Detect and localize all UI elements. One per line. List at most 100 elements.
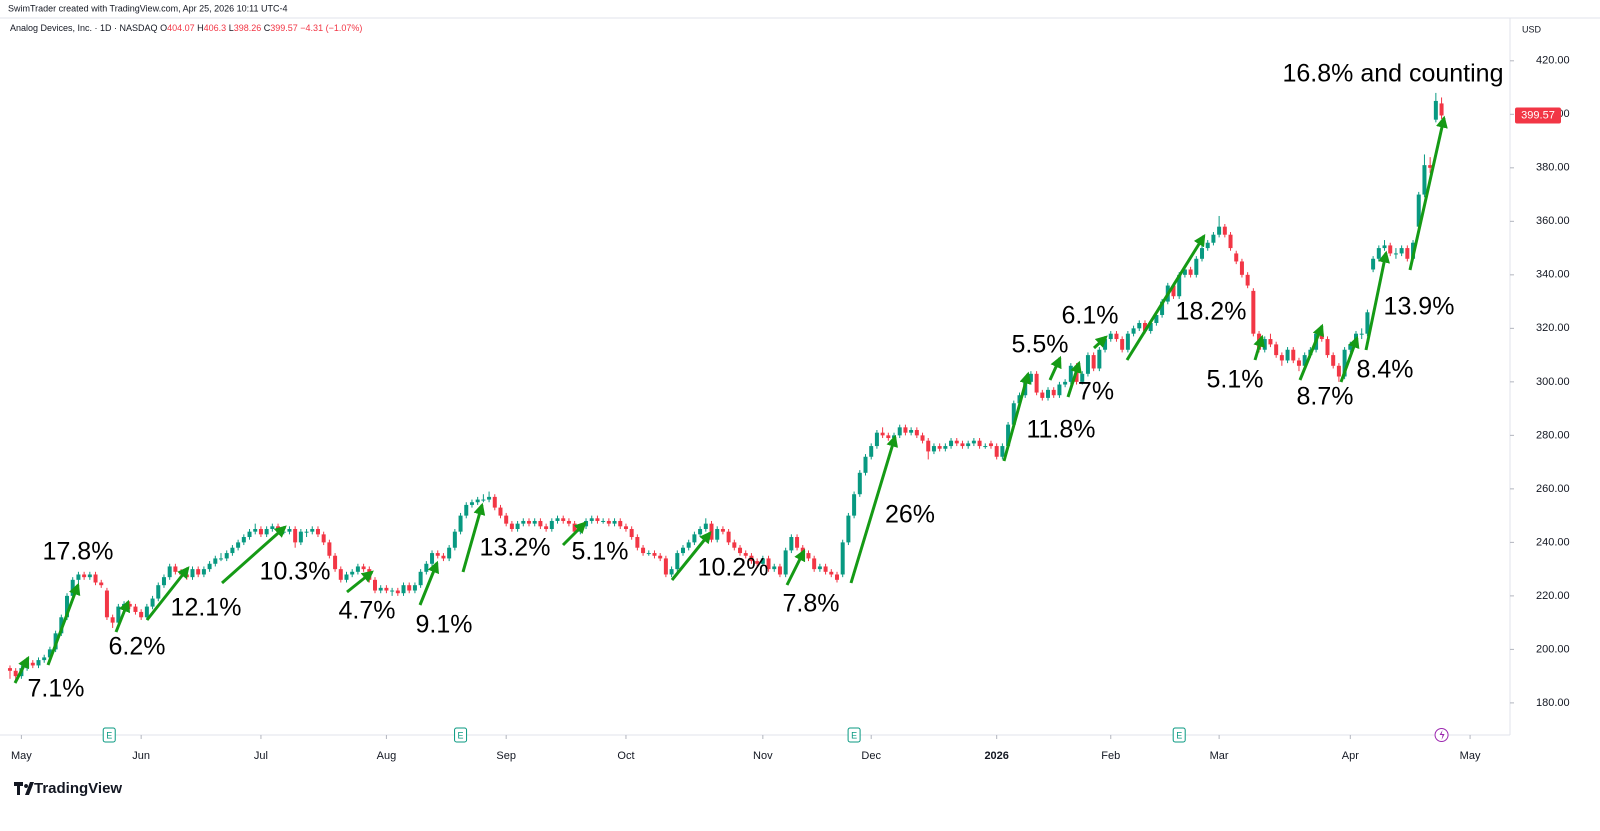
- candle-body: [686, 542, 691, 548]
- legend-item: 406.3: [204, 23, 227, 33]
- candle-body: [93, 574, 98, 583]
- move-arrow: [461, 502, 486, 573]
- move-label: 7.1%: [28, 675, 85, 703]
- candle-body: [555, 518, 560, 521]
- candle-body: [623, 526, 628, 529]
- candle-body: [1382, 245, 1387, 249]
- candle-body: [857, 472, 862, 495]
- candle-body: [777, 566, 782, 575]
- candle-body: [795, 537, 800, 548]
- candle-body: [1279, 355, 1284, 361]
- candle-body: [1302, 355, 1307, 366]
- candle-body: [749, 555, 754, 562]
- candle-body: [977, 440, 982, 447]
- candles: [7, 92, 1444, 682]
- candle-body: [834, 574, 839, 580]
- candle-body: [846, 515, 851, 543]
- candle-body: [1051, 389, 1056, 396]
- legend-item: C: [264, 23, 271, 33]
- candle-body: [817, 566, 822, 570]
- move-arrow: [849, 434, 898, 584]
- candle-body: [464, 504, 469, 516]
- legend-item: O: [160, 23, 167, 33]
- candle-body: [1028, 373, 1033, 382]
- candle-body: [669, 569, 674, 575]
- candle-body: [732, 542, 737, 548]
- candle-body: [658, 555, 663, 559]
- candle-body: [1188, 269, 1193, 275]
- candle-body: [595, 518, 600, 521]
- candle-body: [829, 571, 834, 575]
- move-label: 12.1%: [171, 594, 242, 622]
- logo-mark: [14, 782, 34, 795]
- candle-body: [139, 611, 144, 618]
- candle-body: [1422, 165, 1427, 195]
- x-tick-label: Dec: [861, 750, 881, 762]
- move-label: 13.9%: [1384, 293, 1455, 321]
- candle-body: [1131, 328, 1136, 334]
- candle-body: [920, 435, 925, 441]
- candle-body: [390, 590, 395, 592]
- candle-body: [971, 440, 976, 444]
- candle-body: [538, 520, 543, 527]
- candle-body: [344, 574, 349, 580]
- candle-body: [509, 523, 514, 529]
- candle-body: [384, 587, 389, 591]
- candle-body: [378, 587, 383, 591]
- x-tick-label: 2026: [984, 750, 1008, 762]
- move-label: 8.4%: [1357, 356, 1414, 384]
- move-arrow: [221, 525, 287, 585]
- candle-body: [1251, 290, 1256, 334]
- candle-body: [230, 547, 235, 554]
- candle-body: [241, 537, 246, 543]
- candle-body: [310, 528, 315, 532]
- candle-body: [7, 668, 12, 671]
- candle-body: [629, 528, 634, 538]
- candle-body: [521, 520, 526, 524]
- candle-body: [544, 526, 549, 529]
- candle-body: [293, 528, 298, 543]
- move-label: 16.8% and counting: [1282, 60, 1503, 88]
- y-tick-label: 320.00: [1536, 322, 1570, 334]
- move-arrow: [1092, 335, 1108, 350]
- earnings-marker: [1172, 727, 1186, 743]
- candle-body: [1085, 355, 1090, 374]
- candle-body: [618, 520, 623, 527]
- candle-body: [418, 571, 423, 586]
- candle-body: [1091, 355, 1096, 369]
- move-arrow: [46, 582, 81, 666]
- candle-body: [869, 446, 874, 457]
- x-tick-label: Feb: [1101, 750, 1120, 762]
- move-arrow: [1298, 323, 1324, 381]
- move-arrow: [1066, 360, 1082, 398]
- candle-body: [441, 555, 446, 559]
- y-tick-label: 200.00: [1536, 643, 1570, 655]
- candle-body: [561, 518, 566, 521]
- move-label: 5.5%: [1012, 331, 1069, 359]
- candle-body: [1080, 373, 1085, 382]
- x-tick-label: Mar: [1210, 750, 1229, 762]
- candle-body: [1359, 333, 1364, 335]
- candle-body: [236, 542, 241, 548]
- candle-body: [1160, 301, 1165, 315]
- legend-item: L: [229, 23, 234, 33]
- move-arrow: [346, 570, 374, 594]
- candle-body: [504, 515, 509, 524]
- candle-body: [133, 606, 138, 612]
- move-label: 6.1%: [1062, 302, 1119, 330]
- x-tick-label: May: [1460, 750, 1481, 762]
- candle-body: [931, 446, 936, 452]
- candle-body: [258, 528, 263, 535]
- ohlc-legend: Analog Devices, Inc. · 1D · NASDAQ O404.…: [10, 23, 362, 33]
- candle-body: [1108, 333, 1113, 340]
- candle-body: [880, 432, 885, 436]
- candle-body: [949, 440, 954, 447]
- candle-body: [526, 520, 531, 524]
- candle-body: [1239, 261, 1244, 275]
- candle-body: [983, 446, 988, 448]
- y-tick-label: 360.00: [1536, 215, 1570, 227]
- candle-body: [692, 534, 697, 543]
- legend-item: 404.07: [167, 23, 195, 33]
